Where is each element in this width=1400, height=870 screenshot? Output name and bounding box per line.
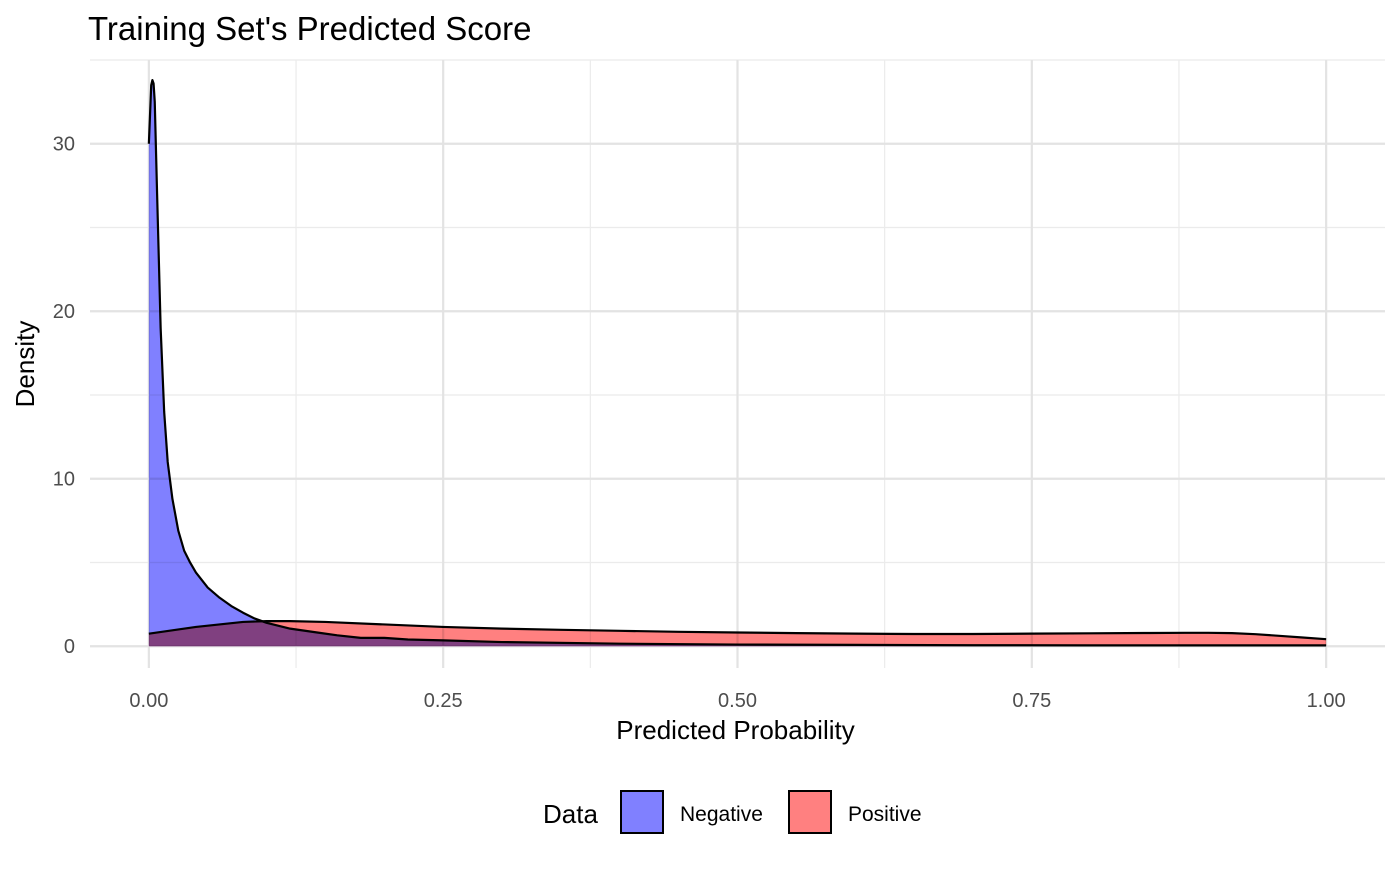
y-tick-label: 20 <box>53 301 75 323</box>
x-tick-label: 0.50 <box>718 690 757 712</box>
density-areas <box>147 79 1327 647</box>
x-tick-label: 1.00 <box>1307 690 1346 712</box>
y-tick-label: 0 <box>64 636 75 658</box>
y-tick-label: 10 <box>53 469 75 491</box>
legend: Data Negative Positive <box>543 790 922 834</box>
chart-title: Training Set's Predicted Score <box>88 10 531 47</box>
density-line-positive <box>148 620 1327 641</box>
x-tick-label: 0.75 <box>1012 690 1051 712</box>
x-tick-label: 0.25 <box>424 690 463 712</box>
legend-key-positive <box>788 790 832 834</box>
tick-labels: 0.00 0.25 0.50 0.75 1.00 0 10 20 30 <box>53 134 1346 712</box>
legend-key-negative <box>620 790 664 834</box>
y-axis-title: Density <box>10 321 40 408</box>
x-axis-title: Predicted Probability <box>616 715 854 745</box>
y-tick-label: 30 <box>53 134 75 156</box>
legend-label-negative: Negative <box>680 803 763 826</box>
legend-title: Data <box>543 799 598 829</box>
legend-label-positive: Positive <box>848 803 922 826</box>
grid-lines <box>90 59 1385 668</box>
x-tick-label: 0.00 <box>129 690 168 712</box>
